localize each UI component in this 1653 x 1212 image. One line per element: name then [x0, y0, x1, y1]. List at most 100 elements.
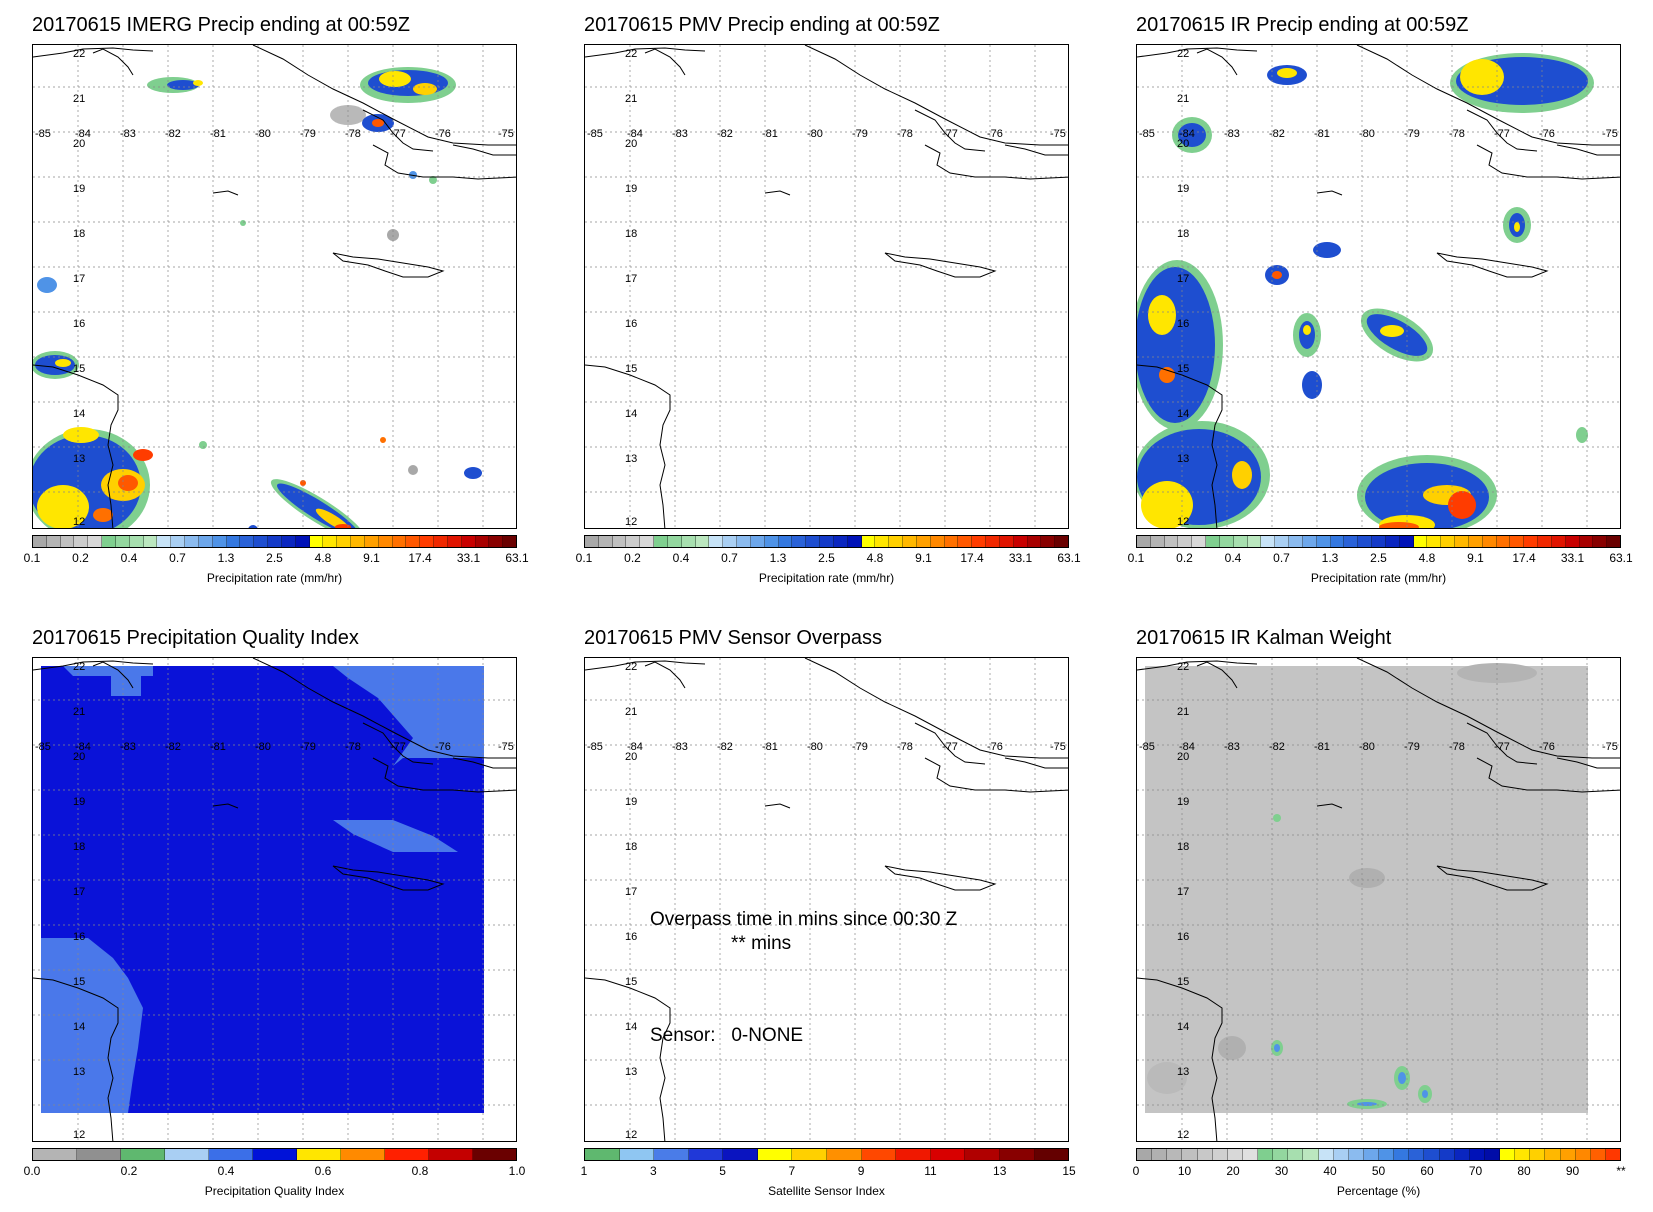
colorbar-tick-label: 7 — [788, 1164, 796, 1178]
svg-text:-83: -83 — [672, 741, 688, 753]
colorbar-swatch — [585, 536, 599, 547]
colorbar-swatch — [226, 536, 241, 547]
colorbar-swatch — [1041, 536, 1056, 547]
colorbar-tick-label: 0.1 — [575, 551, 593, 565]
colorbar-swatch — [916, 536, 931, 547]
svg-text:22: 22 — [1177, 48, 1189, 60]
svg-text:22: 22 — [1177, 661, 1189, 673]
colorbar-swatch — [999, 536, 1014, 547]
svg-text:12: 12 — [1177, 1129, 1189, 1141]
colorbar-swatch — [1182, 1149, 1198, 1160]
svg-text:18: 18 — [73, 228, 85, 240]
colorbar-tick-label: 13 — [993, 1164, 1007, 1178]
svg-text:15: 15 — [625, 976, 637, 988]
colorbar-swatch — [737, 536, 751, 547]
colorbar-tick-label: 10 — [1177, 1164, 1192, 1178]
colorbar-tick-label: 9.1 — [915, 551, 932, 565]
colorbar-swatch — [33, 1149, 77, 1160]
svg-text:22: 22 — [625, 48, 637, 60]
colorbar-swatch — [337, 536, 352, 547]
svg-text:20: 20 — [73, 751, 85, 763]
coastlines — [1137, 658, 1620, 1141]
colorbar-swatch — [778, 536, 793, 547]
kalman-map: -85 -84 -83 -82 -81 -80 -79 -78 -77 -76 … — [1136, 657, 1621, 1142]
svg-text:17: 17 — [625, 886, 637, 898]
svg-text:-84: -84 — [627, 741, 643, 753]
lat-labels: 22 21 20 19 18 17 16 15 14 13 12 — [1177, 661, 1189, 1141]
svg-text:-77: -77 — [942, 741, 958, 753]
colorbar-tick-label: 0.6 — [314, 1164, 332, 1178]
colorbar-swatch — [1330, 536, 1345, 547]
svg-text:18: 18 — [73, 841, 85, 853]
colorbar-label: Precipitation rate (mm/hr) — [758, 571, 895, 585]
svg-text:-82: -82 — [165, 741, 181, 753]
panel-title: 20170615 PMV Sensor Overpass — [584, 627, 882, 649]
colorbar-swatch — [930, 1149, 966, 1160]
svg-text:-82: -82 — [1269, 741, 1285, 753]
precip-map: -85 -84 -83 -82 -81 -80 -79 -78 -77 -76 … — [1136, 44, 1621, 529]
lat-labels: 22 21 20 19 18 17 16 15 14 13 12 — [73, 661, 85, 1141]
colorbar-swatch — [896, 1149, 931, 1160]
colorbar-tick-label: 33.1 — [1560, 551, 1585, 565]
colorbar-swatch — [1575, 1149, 1591, 1160]
svg-text:-80: -80 — [1359, 128, 1375, 140]
colorbar-ticks: 0.1 0.2 0.4 0.7 1.3 2.5 4.8 9.1 17.4 33.1 63.1 — [576, 551, 1081, 567]
colorbar-swatch — [1275, 536, 1290, 547]
colorbar-swatch — [1455, 536, 1469, 547]
colorbar-swatch — [827, 1149, 862, 1160]
colorbar-swatch — [1607, 536, 1620, 547]
colorbar-tick-label: 60 — [1420, 1164, 1434, 1178]
svg-text:-78: -78 — [345, 741, 361, 753]
colorbar-swatch — [1258, 1149, 1274, 1160]
colorbar-swatch — [434, 536, 448, 547]
svg-text:15: 15 — [73, 363, 85, 375]
colorbar-tick-label: ** — [1616, 1164, 1626, 1178]
svg-text:18: 18 — [625, 228, 637, 240]
colorbar-swatch — [46, 536, 61, 547]
svg-text:-77: -77 — [390, 741, 406, 753]
colorbar-swatch — [1219, 536, 1234, 547]
svg-text:-75: -75 — [1050, 128, 1066, 140]
colorbar-swatch — [143, 536, 158, 547]
colorbar-swatch — [1590, 1149, 1606, 1160]
colorbar-ticks: 0 10 20 30 40 50 60 70 80 90 ** — [1133, 1164, 1626, 1180]
svg-text:-81: -81 — [1314, 128, 1330, 140]
colorbar-swatch — [681, 536, 696, 547]
colorbar-ticks: 0.1 0.2 0.4 0.7 1.3 2.5 4.8 9.1 17.4 33.1 63.1 — [1128, 551, 1633, 567]
colorbar-tick-label: 1.3 — [769, 551, 787, 565]
colorbar-swatch — [297, 1149, 341, 1160]
svg-text:-83: -83 — [120, 741, 136, 753]
lon-labels: -85 -84 -83 -82 -81 -80 -79 -78 -77 -76 … — [1139, 128, 1618, 140]
svg-text:17: 17 — [73, 273, 85, 285]
colorbar-swatch — [420, 536, 435, 547]
colorbar-swatch — [1152, 1149, 1168, 1160]
svg-text:13: 13 — [625, 1066, 637, 1078]
colorbar-tick-label: 0.1 — [23, 551, 41, 565]
svg-text:-85: -85 — [1139, 741, 1155, 753]
panel-title: 20170615 IMERG Precip ending at 00:59Z — [32, 14, 411, 36]
colorbar-tick-label: 17.4 — [1512, 551, 1536, 565]
svg-text:14: 14 — [73, 1021, 85, 1033]
coastlines — [1137, 45, 1620, 528]
colorbar-label: Precipitation rate (mm/hr) — [206, 571, 343, 585]
svg-text:19: 19 — [625, 183, 637, 195]
svg-text:-81: -81 — [1314, 741, 1330, 753]
colorbar-swatch — [209, 1149, 253, 1160]
precip-map: -85 -84 -83 -82 -81 -80 -79 -78 -77 -76 … — [584, 44, 1069, 529]
colorbar-swatch — [1348, 1149, 1364, 1160]
overpass-time-text: Overpass time in mins since 00:30 Z — [650, 909, 958, 930]
colorbar-swatch — [240, 536, 255, 547]
colorbar-swatch — [903, 536, 917, 547]
colorbar-swatch — [1303, 1149, 1319, 1160]
colorbar-swatch — [1372, 536, 1386, 547]
svg-text:-81: -81 — [210, 128, 226, 140]
svg-text:-79: -79 — [1404, 128, 1420, 140]
svg-text:19: 19 — [1177, 183, 1189, 195]
colorbar-tick-label: 80 — [1517, 1164, 1531, 1178]
colorbar-swatch — [268, 536, 282, 547]
colorbar-swatch — [654, 536, 668, 547]
svg-text:-76: -76 — [435, 741, 451, 753]
svg-text:-84: -84 — [75, 741, 91, 753]
colorbar-swatch — [1302, 536, 1317, 547]
colorbar-swatch — [1178, 536, 1193, 547]
